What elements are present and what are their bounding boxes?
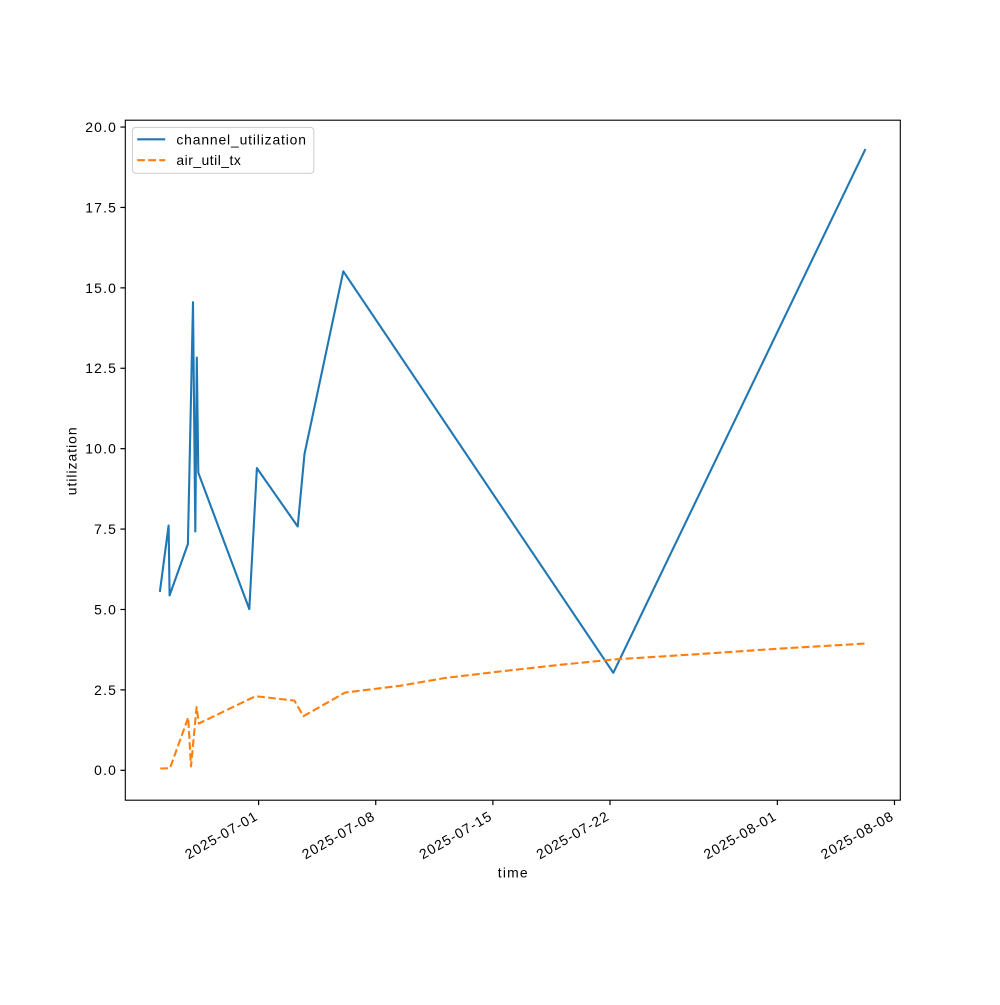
svg-text:7.5: 7.5 xyxy=(94,521,117,537)
svg-text:channel_utilization: channel_utilization xyxy=(176,131,306,147)
svg-text:0.0: 0.0 xyxy=(94,762,117,778)
svg-text:17.5: 17.5 xyxy=(85,199,117,215)
svg-text:10.0: 10.0 xyxy=(85,441,117,457)
svg-text:20.0: 20.0 xyxy=(85,119,117,135)
svg-text:2.5: 2.5 xyxy=(94,682,117,698)
svg-text:utilization: utilization xyxy=(63,426,79,495)
svg-text:12.5: 12.5 xyxy=(85,360,117,376)
svg-text:air_util_tx: air_util_tx xyxy=(176,152,241,168)
svg-text:5.0: 5.0 xyxy=(94,601,117,617)
svg-text:time: time xyxy=(498,864,529,880)
svg-text:15.0: 15.0 xyxy=(85,280,117,296)
